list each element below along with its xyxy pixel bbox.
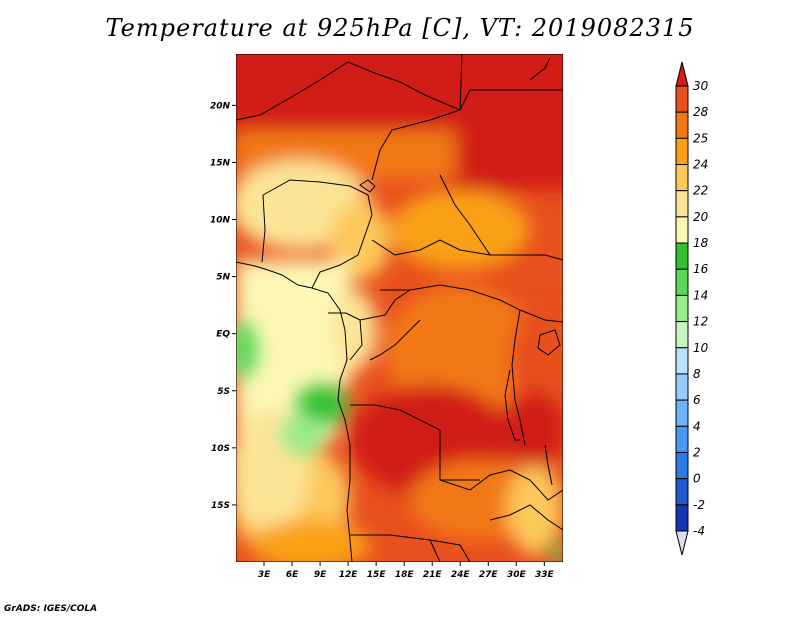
colorbar-label: 8 — [693, 367, 701, 381]
colorbar-swatch — [675, 164, 689, 192]
lon-tick-label: 27E — [479, 570, 499, 580]
lon-tick-label: 15E — [367, 570, 387, 580]
congo-basin — [385, 285, 535, 415]
warm-east-sahel — [440, 120, 563, 190]
colorbar-top-arrow — [675, 61, 689, 87]
east-green-spot — [550, 543, 563, 562]
gabon-warm — [333, 290, 377, 370]
border-congo — [359, 289, 411, 321]
border-drc-east — [511, 309, 526, 446]
country-borders — [236, 54, 563, 562]
colorbar-label: 2 — [693, 445, 701, 459]
border-nigeria-north — [262, 179, 373, 216]
colorbar-label: 28 — [693, 105, 709, 119]
colorbar-swatch — [675, 373, 689, 401]
colorbar-swatch — [675, 137, 689, 166]
lon-tick-label: 30E — [507, 570, 527, 580]
border-nigeria-west — [261, 194, 266, 263]
border-west-sahel — [236, 54, 463, 121]
border-car — [371, 239, 491, 256]
red-sea-coast — [529, 57, 551, 81]
colorbar-swatch — [675, 268, 689, 296]
colorbar-label: 6 — [693, 393, 701, 407]
lat-tick-label: 10N — [210, 216, 231, 226]
colorbar-label: 25 — [693, 131, 708, 145]
colorbar-label: 4 — [693, 419, 701, 433]
colorbar-swatch — [675, 451, 689, 480]
colorbar-bottom-arrow — [675, 530, 689, 556]
colorbar-swatch — [675, 478, 689, 506]
lon-tick-label: 12E — [339, 570, 359, 580]
colorbar-swatch — [675, 504, 689, 532]
lat-tick-label: 15N — [210, 158, 231, 168]
colorbar-swatch — [675, 321, 689, 349]
lat-tick-label: 20N — [210, 101, 231, 111]
lat-tick-label: 5S — [217, 387, 230, 397]
colorbar-label: 30 — [693, 79, 709, 93]
lake-victoria — [537, 329, 561, 356]
lon-tick-label: 21E — [423, 570, 443, 580]
colorbar-swatch — [675, 111, 689, 139]
colorbar-label: 14 — [693, 288, 708, 302]
colorbar-swatch — [675, 425, 689, 453]
colorbar-label: 18 — [693, 236, 709, 250]
border-chad — [371, 89, 563, 181]
colorbar-label: 10 — [693, 341, 709, 355]
border-cameroon — [311, 214, 373, 289]
east-warm — [505, 390, 563, 470]
colorbar-label: 24 — [693, 158, 708, 172]
angola-ocean-green — [296, 385, 348, 425]
lat-tick-label: 5N — [216, 273, 230, 283]
south-east-mild — [507, 465, 563, 555]
lat-tick-label: 15S — [211, 501, 230, 511]
colorbar-label: 12 — [693, 315, 708, 329]
lon-tick-label: 33E — [535, 570, 555, 580]
colorbar-swatch — [675, 242, 689, 270]
border-drc-west — [369, 319, 421, 361]
colorbar-swatch — [675, 294, 689, 323]
border-car-south — [380, 284, 521, 311]
lat-tick-label: 10S — [211, 444, 230, 454]
map-title: Temperature at 925hPa [C], VT: 201908231… — [105, 14, 695, 42]
lake-malawi — [544, 444, 553, 486]
cool-anomalies — [236, 322, 563, 562]
colorbar-swatch — [675, 399, 689, 427]
lon-tick-label: 3E — [258, 570, 271, 580]
colorbar-swatch — [675, 85, 689, 113]
colorbar-label: -2 — [693, 498, 705, 512]
border-east-africa — [519, 309, 563, 323]
colorbar-label: 16 — [693, 262, 709, 276]
equatorial-green-patch — [236, 322, 258, 378]
central-african-warm — [390, 190, 530, 270]
colorbar-swatch — [675, 347, 689, 375]
lake-chad — [359, 179, 376, 193]
colorbar-swatch — [675, 216, 689, 244]
map-panel — [236, 54, 563, 562]
lon-tick-label: 6E — [286, 570, 299, 580]
lon-tick-label: 24E — [451, 570, 471, 580]
lat-tick-label: EQ — [216, 330, 230, 340]
lon-tick-label: 9E — [314, 570, 327, 580]
colorbar-label: -4 — [693, 524, 705, 538]
colorbar-label: 22 — [693, 184, 708, 198]
lon-tick-label: 18E — [395, 570, 415, 580]
colorbar-label: 0 — [693, 472, 701, 486]
axis-ticks: 3E 6E 9E 12E 15E 18E 21E 24E 27E 30E 33E 20N 15N 10N 5… — [210, 101, 555, 580]
border-southeast — [489, 504, 563, 531]
east-lakes — [510, 305, 563, 415]
footer-credit: GrADS: IGES/COLA — [4, 604, 98, 614]
angola-ocean-lightgreen — [281, 415, 325, 455]
colorbar-swatch — [675, 190, 689, 218]
south-atlantic-orange — [250, 520, 370, 562]
coastline — [236, 261, 353, 562]
border-zambia — [439, 469, 563, 501]
colorbar-label: 20 — [693, 210, 709, 224]
border-namibia — [429, 539, 441, 562]
lake-tanganyika — [504, 369, 520, 441]
